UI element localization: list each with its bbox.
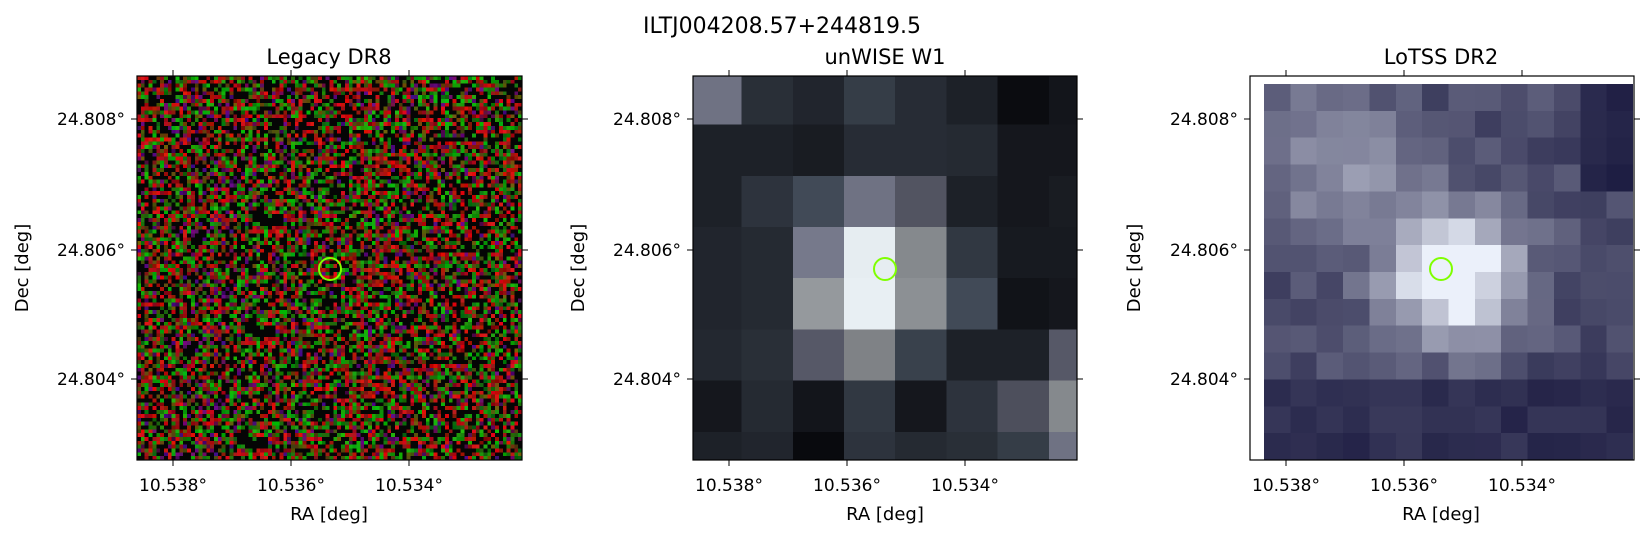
y-tick-label: 24.804° (613, 370, 681, 390)
panel-unwise-w1: unWISE W1 10.538° 10.536° 10.534° 24.808… (568, 45, 1083, 525)
x-ticks: 10.538° 10.536° 10.534° (695, 70, 999, 496)
y-tick-label: 24.804° (1170, 370, 1238, 390)
axes-frame (136, 75, 523, 461)
panel-title-lotss: LoTSS DR2 (1384, 45, 1498, 69)
figure-title: ILTJ004208.57+244819.5 (643, 14, 921, 39)
y-tick-label: 24.806° (57, 241, 125, 261)
panel-legacy-dr8: Legacy DR8 10.538° 10.536° 10.534° 24.80… (12, 45, 528, 525)
panel-title-unwise: unWISE W1 (825, 45, 946, 69)
x-axis-label: RA [deg] (1402, 504, 1480, 525)
axes-frame (692, 75, 1078, 461)
x-tick-label: 10.536° (257, 476, 325, 496)
source-marker-circle (1429, 257, 1453, 281)
x-tick-label: 10.538° (1252, 476, 1320, 496)
panel-title-legacy: Legacy DR8 (266, 45, 391, 69)
x-ticks: 10.538° 10.536° 10.534° (1252, 70, 1556, 496)
x-axis-label: RA [deg] (846, 504, 924, 525)
y-axis-label: Dec [deg] (568, 224, 589, 313)
lotss-image (1264, 84, 1633, 460)
legacy-rgb-image (137, 76, 522, 460)
x-axis-label: RA [deg] (290, 504, 368, 525)
axes-frame (1249, 75, 1635, 461)
x-ticks: 10.538° 10.536° 10.534° (139, 70, 443, 496)
panel-lotss-dr2: LoTSS DR2 10.538° 10.536° 10.534° 24.808… (1124, 45, 1640, 525)
y-axis-label: Dec [deg] (1124, 224, 1145, 313)
y-ticks: 24.808° 24.806° 24.804° (57, 110, 528, 390)
x-tick-label: 10.534° (1488, 476, 1556, 496)
y-ticks: 24.808° 24.806° 24.804° (1170, 110, 1640, 390)
source-marker-circle (318, 257, 342, 281)
y-ticks: 24.808° 24.806° 24.804° (613, 110, 1083, 390)
x-tick-label: 10.538° (695, 476, 763, 496)
y-tick-label: 24.808° (57, 110, 125, 130)
y-tick-label: 24.806° (1170, 241, 1238, 261)
y-tick-label: 24.806° (613, 241, 681, 261)
unwise-image (693, 76, 1077, 460)
y-tick-label: 24.808° (613, 110, 681, 130)
x-tick-label: 10.536° (813, 476, 881, 496)
source-marker-circle (873, 257, 897, 281)
x-tick-label: 10.536° (1370, 476, 1438, 496)
y-axis-label: Dec [deg] (12, 224, 33, 313)
y-tick-label: 24.808° (1170, 110, 1238, 130)
x-tick-label: 10.534° (375, 476, 443, 496)
x-tick-label: 10.534° (931, 476, 999, 496)
y-tick-label: 24.804° (57, 370, 125, 390)
x-tick-label: 10.538° (139, 476, 207, 496)
